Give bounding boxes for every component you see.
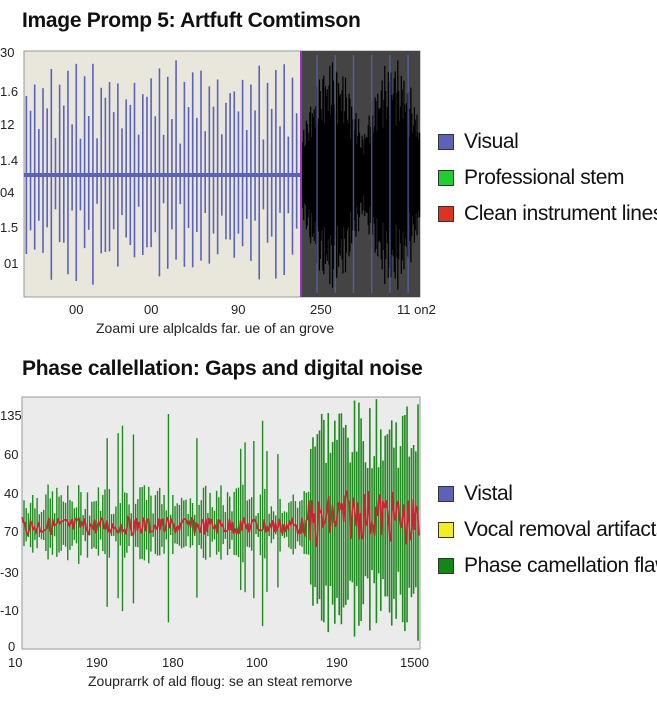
legend-item: Vistal [438, 476, 657, 512]
legend-item: Professional stem [438, 160, 657, 196]
legend-swatch [438, 170, 454, 186]
legend-label: Phase camellation flaw [464, 554, 657, 577]
chart-1-title: Image Promp 5: Artfuft Comtimson [22, 9, 361, 32]
legend-swatch [438, 522, 454, 538]
x-tick-label: 00 [144, 302, 158, 317]
legend-item: Clean instrument lines [438, 196, 657, 232]
legend-label: Vistal [464, 482, 513, 505]
y-tick-label: 04 [0, 185, 14, 200]
chart-2-title: Phase callellation: Gaps and digital noi… [22, 357, 423, 380]
y-tick-label: 135 [0, 408, 22, 423]
x-tick-label: 250 [310, 302, 332, 317]
waveform-chart-2: 135 60 40 70 -30 -10 0 10 190 180 100 19… [0, 396, 429, 689]
y-tick-label: 70 [4, 524, 18, 539]
y-tick-label: 01 [4, 256, 18, 271]
legend-label: Vocal removal artifacts [464, 518, 657, 541]
x-tick-label: 11 on2 [397, 302, 436, 317]
x-tick-label: 180 [162, 655, 184, 670]
x-tick-label: 90 [231, 302, 245, 317]
x-tick-label: 1500 [400, 655, 429, 670]
waveform-chart-1: 30 1.6 12 1.4 04 1.5 01 00 00 90 250 11 … [0, 45, 436, 336]
legend-swatch [438, 558, 454, 574]
legend-item: Vocal removal artifacts [438, 512, 657, 548]
legend-swatch [438, 134, 454, 150]
x-tick-label: 100 [246, 655, 268, 670]
legend-swatch [438, 486, 454, 502]
y-tick-label: 40 [4, 486, 18, 501]
x-axis-label: Zouprarrk of ald floug: se an steat remo… [88, 673, 353, 689]
legend-2: Vistal Vocal removal artifacts Phase cam… [438, 476, 657, 584]
legend-label: Visual [464, 130, 519, 153]
y-tick-label: 12 [0, 117, 14, 132]
y-tick-label: 0 [8, 639, 15, 654]
x-tick-label: 190 [86, 655, 108, 670]
y-tick-label: 1.6 [0, 84, 18, 99]
x-axis-label: Zoami ure alplcalds far. ue of an grove [96, 320, 334, 336]
y-tick-label: 60 [4, 447, 18, 462]
legend-label: Professional stem [464, 166, 625, 189]
y-tick-label: 1.5 [0, 220, 18, 235]
legend-swatch [438, 206, 454, 222]
x-tick-label: 10 [8, 655, 22, 670]
legend-item: Phase camellation flaw [438, 548, 657, 584]
signal-trace [21, 490, 420, 548]
x-tick-label: 00 [69, 302, 83, 317]
y-tick-label: 30 [0, 45, 14, 60]
legend-1: Visual Professional stem Clean instrumen… [438, 124, 657, 232]
legend-item: Visual [438, 124, 657, 160]
y-tick-label: -10 [0, 603, 19, 618]
legend-label: Clean instrument lines [464, 202, 657, 225]
y-tick-label: -30 [0, 565, 19, 580]
y-tick-label: 1.4 [0, 153, 18, 168]
x-tick-label: 190 [326, 655, 348, 670]
